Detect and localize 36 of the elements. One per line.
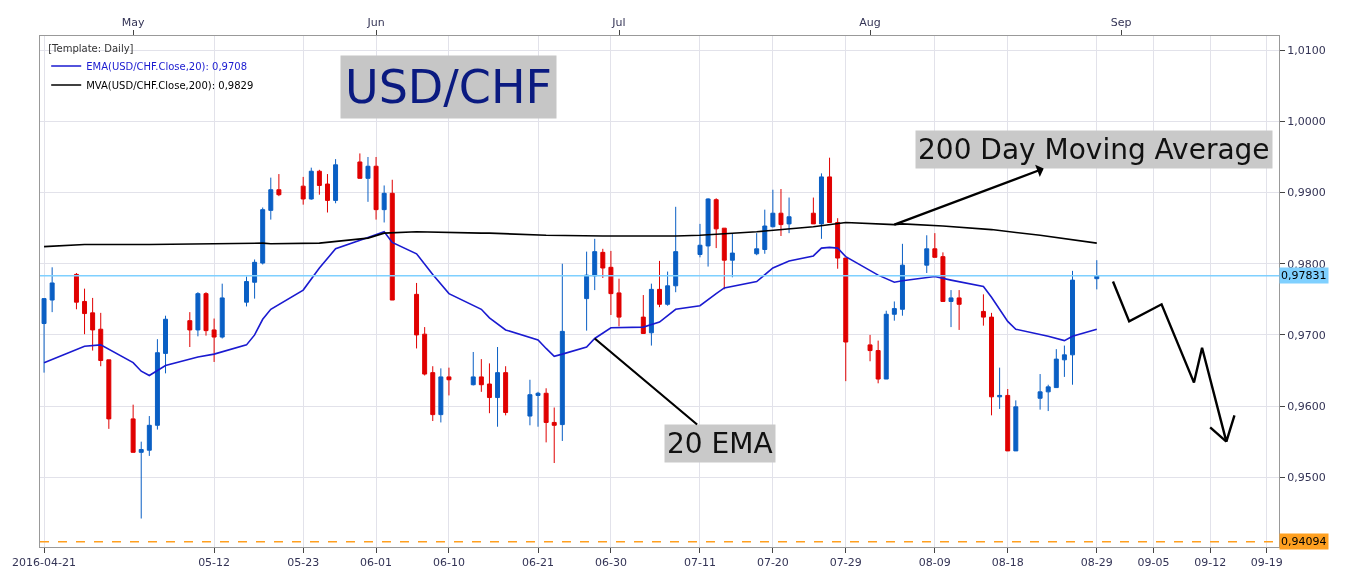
x2-tick-label: Jun (366, 15, 385, 29)
x-tick-label: 06-21 (522, 556, 555, 570)
legend-title: [Template: Daily] (48, 42, 134, 54)
y-tick-label: 0,9500 (1287, 471, 1326, 485)
x-tick-label: 09-05 (1137, 556, 1170, 570)
y-tick-label: 0,9800 (1287, 257, 1326, 271)
x-tick-label: 09-12 (1194, 556, 1227, 570)
y-tick-label: 0,9900 (1287, 186, 1326, 200)
y-tick-label: 0,9700 (1287, 328, 1326, 342)
x-tick-label: 07-20 (756, 556, 789, 570)
x-tick-label: 05-23 (287, 556, 320, 570)
x-tick-label: 07-29 (829, 556, 862, 570)
x-tick-label: 2016-04-21 (12, 556, 77, 570)
x-tick-label: 09-19 (1250, 556, 1283, 570)
x-tick-label: 08-18 (991, 556, 1024, 570)
text: USD/CHF (345, 60, 552, 114)
ref-line-label: 0,94094 (1281, 535, 1327, 548)
x-tick-label: 08-29 (1080, 556, 1113, 570)
x-tick-label: 06-01 (360, 556, 393, 570)
x2-tick-label: Jul (611, 15, 626, 29)
x-tick-label: 06-30 (594, 556, 627, 570)
x-tick-label: 08-09 (918, 556, 951, 570)
x-tick-label: 06-10 (432, 556, 465, 570)
legend-label: MVA(USD/CHF.Close,200): 0,9829 (86, 79, 254, 91)
x2-tick-label: May (121, 15, 145, 29)
y-tick-label: 0,9600 (1287, 399, 1326, 413)
annotation: 20 EMA (667, 427, 773, 460)
annotation: 200 Day Moving Average (918, 133, 1270, 166)
x2-tick-label: Sep (1110, 15, 1132, 29)
x2-tick-label: Aug (859, 15, 881, 29)
x-tick-label: 07-11 (684, 556, 716, 570)
x-tick-label: 05-12 (198, 556, 231, 570)
legend-label: EMA(USD/CHF.Close,20): 0,9708 (86, 60, 248, 72)
ref-line-label: 0,97831 (1281, 269, 1327, 282)
y-tick-label: 1,0000 (1287, 115, 1326, 129)
y-tick-label: 1,0100 (1287, 44, 1326, 58)
